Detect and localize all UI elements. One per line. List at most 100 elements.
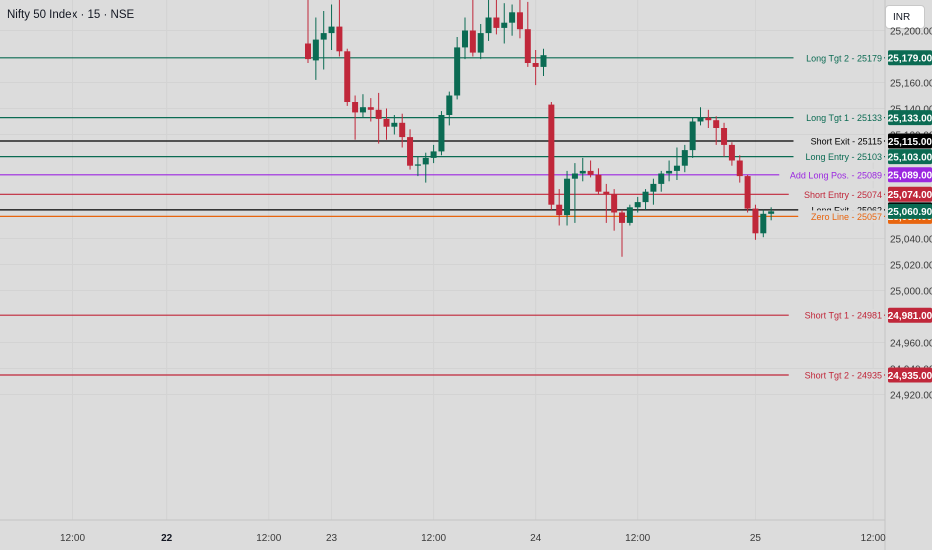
y-tick-label: 25,160.00 [890,79,932,90]
candle-up [697,117,704,122]
x-tick-label: 12:00 [625,533,650,544]
candle-up [673,165,680,171]
candle-up [454,47,461,96]
candle-up [658,173,665,184]
candle-down [736,160,743,177]
level-label-bg [788,309,884,322]
level-label: Zero Line - 25057 [811,212,882,222]
x-tick-label: 12:00 [421,533,446,544]
level-price-tag-label: 25,115.00 [888,137,932,148]
y-tick-label: 25,020.00 [890,261,932,272]
level-price-tag [888,167,932,183]
level-price-tag [888,367,932,383]
candle-down [611,194,618,213]
candle-down [713,120,720,128]
candle-down [619,212,625,223]
candle-down [587,170,594,175]
level-label: Long Tgt 2 - 25179 [806,53,882,63]
currency-button[interactable]: INR [885,5,925,29]
candle-up [760,213,767,234]
y-tick-label: 25,200.00 [890,27,932,38]
candle-up [422,157,429,165]
candle-down [524,29,531,63]
level-label: Short Entry - 25074 [804,190,882,200]
x-tick-label: 23 [326,533,338,544]
candle-up [328,26,335,34]
current-price-tag [888,203,932,219]
candle-down [469,30,476,53]
candle-down [603,191,610,195]
candle-up [414,164,421,166]
x-tick-label: 12:00 [60,533,85,544]
level-price-tag [888,307,932,323]
level-label-bg [788,369,884,381]
level-label-bg [793,111,884,124]
level-label: Short Exit - 25115 [811,137,882,147]
candle-up [477,33,484,53]
level-price-tag [888,149,932,165]
candle-up [438,115,445,152]
level-label-bg [798,210,884,223]
candle-up [642,191,649,203]
candle-down [548,104,555,205]
level-label: Long Entry - 25103 [805,152,882,162]
candle-down [595,174,602,192]
candle-down [399,122,406,138]
candle-down [556,204,563,216]
candle-down [305,43,311,60]
level-price-tag-label: 25,103.00 [888,152,932,163]
level-price-tag [888,50,932,66]
level-label: Short Tgt 2 - 24935 [805,371,882,381]
level-price-tag-label: 25,133.00 [888,113,932,124]
candle-up [666,170,673,174]
candle-down [375,109,382,119]
y-tick-label: 25,000.00 [890,287,932,298]
candle-down [728,144,735,161]
candle-up [768,211,775,214]
level-label-bg [793,150,884,163]
level-label-bg [793,135,884,147]
candle-up [501,22,508,28]
level-price-tag-label: 24,935.00 [888,371,932,382]
y-tick-label: 24,920.00 [890,391,932,402]
candle-up [391,122,398,127]
candle-up [626,207,633,223]
candle-up [320,33,327,40]
candle-up [650,183,657,192]
y-tick-label: 25,040.00 [890,235,932,246]
candle-up [312,39,319,61]
candle-down [532,63,539,67]
candle-up [430,151,437,158]
candle-down [721,128,728,145]
level-label: Add Long Pos. - 25089 [790,170,882,180]
candle-down [744,176,751,209]
chart-title: Nifty 50 Index · 15 · NSE [7,9,135,21]
level-label-bg [779,168,884,181]
level-price-tag-label: 25,179.00 [888,54,932,65]
x-tick-label: 12:00 [861,533,886,544]
level-label-bg [793,51,884,64]
candle-up [540,55,547,67]
candle-down [336,26,343,52]
level-price-tag [888,133,932,149]
current-price-label: 25,060.90 [888,207,932,218]
candle-down [383,118,390,127]
candle-up [462,30,468,48]
x-tick-label: 25 [750,533,762,544]
candle-up [564,178,571,216]
level-label: Long Tgt 1 - 25133 [806,113,882,123]
candle-down [752,208,759,234]
candle-down [367,107,374,110]
candle-down [344,51,351,102]
candle-down [705,117,712,121]
candle-up [571,173,578,179]
candle-up [446,95,453,115]
candle-down [352,102,359,113]
candle-down [516,12,523,30]
candle-up [681,150,688,166]
candle-up [359,107,366,113]
y-tick-label: 25,140.00 [890,105,932,116]
level-price-tag-label: 24,981.00 [888,311,932,322]
x-tick-label: 12:00 [256,533,281,544]
